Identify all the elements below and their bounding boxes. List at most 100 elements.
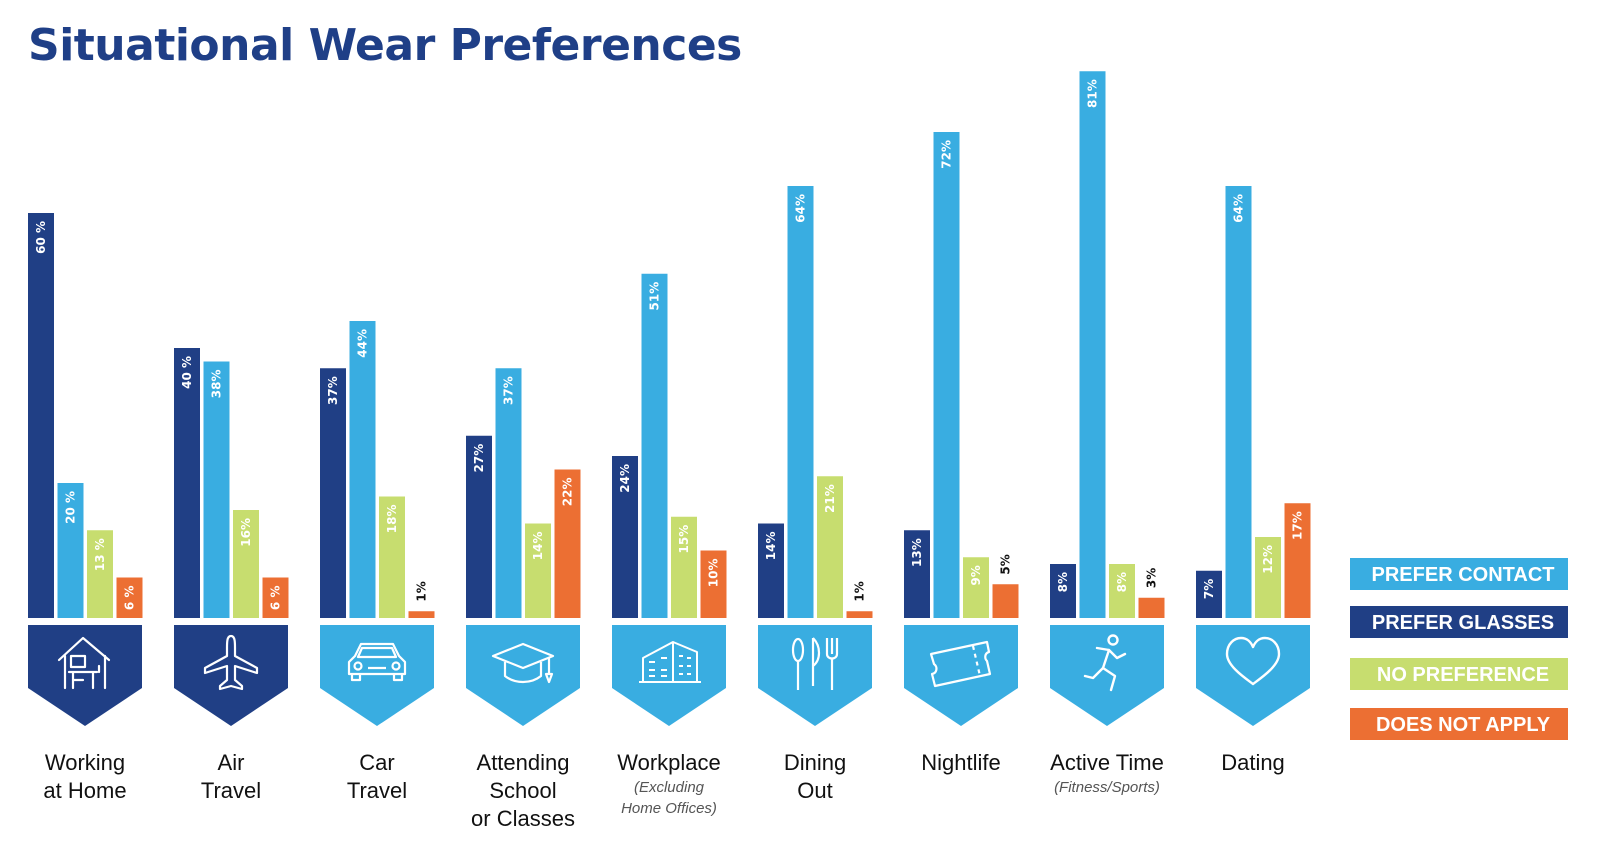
category-group: 7% 64% 12% 17%: [1196, 186, 1311, 618]
category-label: Attending: [477, 750, 570, 775]
data-label: 64%: [1232, 194, 1246, 223]
category-group: 8% 81% 8% 3%: [1050, 71, 1165, 618]
data-label: 8%: [1056, 572, 1070, 592]
data-label: 6 %: [269, 586, 283, 611]
legend-label: DOES NOT APPLY: [1376, 714, 1551, 736]
legend-swatch: [1350, 658, 1568, 690]
category-badge: [904, 625, 1018, 726]
legend-item: NO PREFERENCE: [1350, 658, 1568, 690]
bar-does-not-apply: [408, 611, 435, 618]
category-label: Active Time: [1050, 750, 1164, 775]
category-sublabel: (Fitness/Sports): [1054, 779, 1160, 796]
data-label: 72%: [940, 140, 954, 169]
data-label: 51%: [648, 282, 662, 311]
badge-shape: [1050, 625, 1164, 726]
category-badge: [612, 625, 726, 726]
bar-prefer-glasses: [1050, 564, 1076, 618]
data-label: 14%: [764, 532, 778, 561]
data-label: 6 %: [123, 586, 137, 611]
data-label: 37%: [326, 376, 340, 405]
legend-item: PREFER GLASSES: [1350, 606, 1568, 638]
category-group: 60 % 20 % 13 % 6 %: [28, 213, 143, 618]
bar-prefer-contact: [641, 273, 668, 618]
legend-label: PREFER GLASSES: [1372, 612, 1554, 634]
data-label: 13 %: [93, 538, 107, 571]
bar-prefer-glasses: [612, 456, 638, 618]
bar-prefer-glasses: [1196, 570, 1222, 618]
legend-item: PREFER CONTACT: [1350, 558, 1568, 590]
bar-prefer-glasses: [28, 213, 54, 618]
badge-shape: [466, 625, 580, 726]
data-label: 8%: [1115, 572, 1129, 592]
bar-prefer-contact: [57, 483, 84, 618]
data-label: 1%: [415, 581, 429, 601]
badge-shape: [612, 625, 726, 726]
category-label: Dining: [784, 750, 846, 775]
data-label: 9%: [969, 565, 983, 585]
data-label: 1%: [853, 581, 867, 601]
legend-item: DOES NOT APPLY: [1350, 708, 1568, 740]
bar-prefer-glasses: [904, 530, 930, 618]
badge-shape: [320, 625, 434, 726]
bar-no-preference: [817, 476, 843, 618]
bar-does-not-apply: [116, 577, 143, 618]
bar-prefer-contact: [495, 368, 522, 618]
bar-no-preference: [379, 496, 405, 618]
bar-does-not-apply: [700, 550, 727, 618]
data-label: 3%: [1145, 568, 1159, 588]
category-label: Air: [218, 750, 245, 775]
data-label: 81%: [1086, 79, 1100, 108]
category-group: 40 % 38% 16% 6 %: [174, 348, 289, 618]
bar-no-preference: [525, 523, 551, 618]
category-group: 37% 44% 18% 1%: [320, 321, 435, 618]
category-badge: [1050, 625, 1164, 726]
legend-label: PREFER CONTACT: [1372, 564, 1555, 586]
data-label: 14%: [531, 532, 545, 561]
category-badge: [28, 625, 142, 726]
bar-no-preference: [233, 510, 259, 618]
bar-prefer-contact: [1079, 71, 1106, 618]
bar-no-preference: [963, 557, 989, 618]
bar-does-not-apply: [846, 611, 873, 618]
category-badge: [758, 625, 872, 726]
category-label: or Classes: [471, 806, 575, 831]
bar-does-not-apply: [992, 584, 1019, 618]
data-label: 21%: [823, 484, 837, 513]
category-sublabel: Home Offices): [621, 800, 717, 817]
data-label: 40 %: [180, 356, 194, 389]
badge-shape: [904, 625, 1018, 726]
data-label: 17%: [1291, 511, 1305, 540]
category-label: Nightlife: [921, 750, 1000, 775]
data-label: 16%: [239, 518, 253, 547]
category-label: School: [489, 778, 556, 803]
data-label: 38%: [210, 370, 224, 399]
category-label: Car: [359, 750, 394, 775]
data-label: 64%: [794, 194, 808, 223]
legend-label: NO PREFERENCE: [1377, 664, 1549, 686]
bar-prefer-glasses: [174, 348, 200, 618]
bar-prefer-contact: [787, 186, 814, 618]
category-badge: [320, 625, 434, 726]
category-badge: [174, 625, 288, 726]
bar-prefer-contact: [349, 321, 376, 618]
data-label: 18%: [385, 505, 399, 534]
data-label: 60 %: [34, 221, 48, 254]
bar-prefer-glasses: [320, 368, 346, 618]
bar-does-not-apply: [262, 577, 289, 618]
data-label: 24%: [618, 464, 632, 493]
data-label: 44%: [356, 329, 370, 358]
category-sublabel: (Excluding: [634, 779, 705, 796]
bar-does-not-apply: [1284, 503, 1311, 618]
data-label: 13%: [910, 538, 924, 567]
bar-no-preference: [671, 516, 697, 618]
category-label: Workplace: [617, 750, 721, 775]
data-label: 37%: [502, 376, 516, 405]
category-label: Out: [797, 778, 832, 803]
chart-title: Situational Wear Preferences: [28, 20, 742, 71]
badge-shape: [174, 625, 288, 726]
bar-prefer-glasses: [758, 523, 784, 618]
category-label: Working: [45, 750, 125, 775]
data-label: 22%: [561, 478, 575, 507]
bar-does-not-apply: [1138, 597, 1165, 618]
legend-swatch: [1350, 558, 1568, 590]
